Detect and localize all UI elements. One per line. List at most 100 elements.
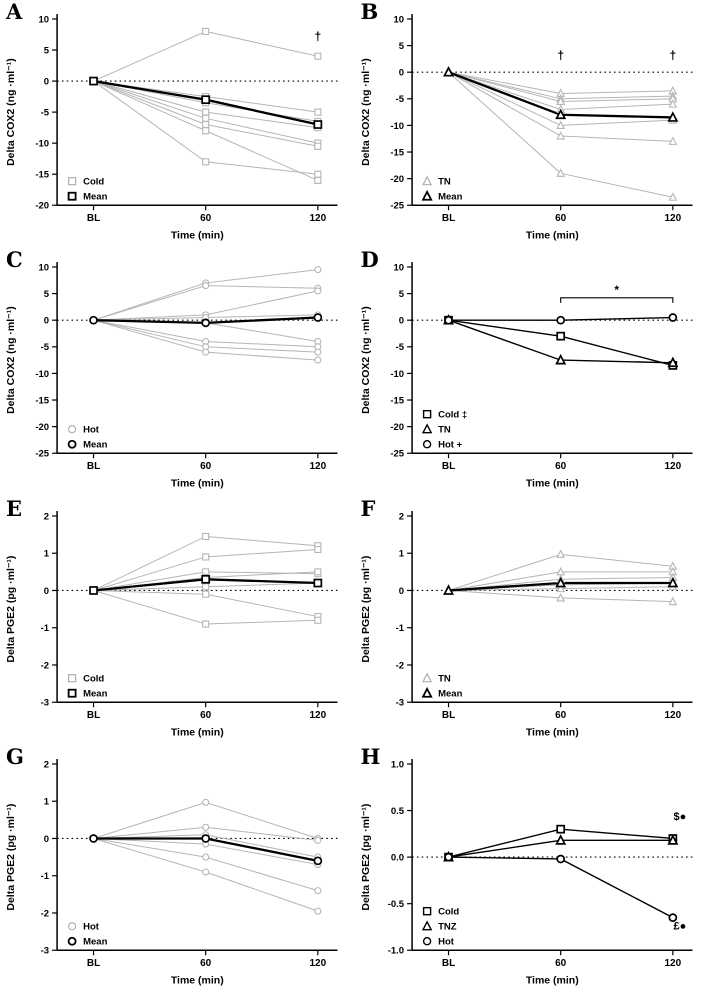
svg-text:0: 0 [398, 68, 403, 79]
svg-text:0: 0 [398, 585, 403, 596]
svg-text:-20: -20 [35, 201, 49, 212]
svg-text:120: 120 [310, 213, 327, 224]
svg-text:-10: -10 [35, 139, 49, 150]
svg-text:Mean: Mean [438, 688, 462, 699]
svg-text:60: 60 [200, 213, 212, 224]
svg-text:†: † [669, 48, 676, 62]
svg-text:60: 60 [555, 710, 567, 721]
svg-text:1: 1 [44, 796, 50, 807]
svg-text:Cold: Cold [83, 673, 104, 684]
svg-text:Cold ‡: Cold ‡ [438, 410, 467, 421]
svg-text:120: 120 [664, 710, 681, 721]
svg-text:Hot: Hot [438, 936, 455, 947]
svg-text:5: 5 [44, 45, 50, 56]
svg-text:TN: TN [438, 673, 451, 684]
svg-text:-20: -20 [390, 422, 404, 433]
svg-text:-10: -10 [390, 121, 404, 132]
svg-text:-2: -2 [41, 660, 49, 671]
svg-text:-2: -2 [41, 908, 49, 919]
svg-text:1: 1 [398, 548, 404, 559]
svg-text:Mean: Mean [83, 440, 107, 451]
panel-letter-g: G [6, 743, 24, 769]
svg-text:-2: -2 [395, 660, 403, 671]
svg-text:120: 120 [664, 462, 681, 473]
chart-delta-pge2-means: 1.0 0.5 0.0 -0.5 -1.0 BL 60 120 Time (min) Delta … [360, 758, 692, 986]
svg-text:0.0: 0.0 [390, 852, 403, 863]
svg-text:1: 1 [44, 548, 50, 559]
svg-text:10: 10 [393, 263, 404, 274]
svg-text:10: 10 [393, 14, 404, 25]
svg-text:2: 2 [44, 759, 49, 770]
svg-text:-5: -5 [41, 108, 50, 119]
svg-text:0: 0 [398, 316, 403, 327]
chart-delta-cox2-hot: 10 5 0 -5 -10 -15 -20 -25 BL 60 120 Time (min) Delta… [5, 262, 338, 490]
chart-delta-cox2-cold: 10 5 0 -5 -10 -15 -20 BL 60 120 Time (min) Delta CO… [5, 13, 338, 241]
panel-g: G 2 1 0 -1 -2 -3 BL 60 120 Time (min) Delta PGE2 (… [0, 745, 355, 993]
panel-a: A 10 5 0 -5 -10 -15 -20 BL 60 120 Time (min) Delta … [0, 0, 355, 248]
svg-text:Delta COX2 (ng ·ml⁻¹): Delta COX2 (ng ·ml⁻¹) [5, 307, 17, 415]
svg-text:£●: £● [673, 920, 686, 932]
svg-text:Mean: Mean [83, 688, 107, 699]
svg-text:0: 0 [44, 585, 49, 596]
svg-text:0: 0 [44, 834, 49, 845]
svg-text:-5: -5 [395, 94, 404, 105]
panel-letter-e: E [6, 495, 23, 521]
svg-text:†: † [315, 30, 322, 44]
svg-text:Time (min): Time (min) [171, 478, 224, 490]
panel-letter-a: A [6, 0, 23, 24]
svg-text:Time (min): Time (min) [525, 726, 578, 738]
svg-text:Delta COX2 (ng ·ml⁻¹): Delta COX2 (ng ·ml⁻¹) [5, 58, 17, 166]
svg-text:1.0: 1.0 [390, 759, 403, 770]
svg-text:Delta PGE2 (pg ·ml⁻¹): Delta PGE2 (pg ·ml⁻¹) [5, 803, 17, 910]
svg-text:Mean: Mean [83, 192, 107, 203]
svg-text:TNZ: TNZ [438, 921, 457, 932]
svg-text:120: 120 [310, 958, 327, 969]
svg-text:BL: BL [87, 462, 100, 473]
svg-text:-3: -3 [41, 697, 49, 708]
svg-text:10: 10 [38, 14, 49, 25]
svg-text:BL: BL [441, 462, 454, 473]
svg-text:60: 60 [555, 213, 567, 224]
svg-text:Delta PGE2 (pg ·ml⁻¹): Delta PGE2 (pg ·ml⁻¹) [360, 803, 372, 910]
panel-letter-d: D [360, 247, 379, 273]
svg-text:2: 2 [398, 511, 403, 522]
svg-text:2: 2 [44, 511, 49, 522]
svg-text:-1: -1 [41, 623, 50, 634]
svg-text:120: 120 [664, 213, 681, 224]
svg-text:BL: BL [87, 710, 100, 721]
svg-text:120: 120 [310, 462, 327, 473]
chart-delta-cox2-tn: 10 5 0 -5 -10 -15 -20 -25 BL 60 120 Time (min) Delta… [360, 13, 692, 241]
svg-text:Time (min): Time (min) [171, 726, 224, 738]
svg-text:-3: -3 [395, 697, 403, 708]
svg-text:5: 5 [398, 41, 404, 52]
chart-delta-pge2-cold: 2 1 0 -1 -2 -3 BL 60 120 Time (min) Delta PGE2 (pg… [5, 510, 338, 738]
svg-text:5: 5 [44, 289, 50, 300]
svg-text:-15: -15 [390, 147, 404, 158]
svg-text:-25: -25 [390, 201, 404, 212]
panel-b: B 10 5 0 -5 -10 -15 -20 -25 BL 60 120 Time (min) Del… [355, 0, 709, 248]
svg-text:0: 0 [44, 76, 49, 87]
svg-text:-15: -15 [390, 396, 404, 407]
chart-delta-pge2-tn: 2 1 0 -1 -2 -3 BL 60 120 Time (min) Delta PGE2 (pg… [360, 510, 692, 738]
panel-c: C 10 5 0 -5 -10 -15 -20 -25 BL 60 120 Time (min) Del… [0, 248, 355, 496]
panel-e: E 2 1 0 -1 -2 -3 BL 60 120 Time (min) Delta PGE2 (… [0, 497, 355, 745]
panel-h: H 1.0 0.5 0.0 -0.5 -1.0 BL 60 120 Time (min) Delt… [355, 745, 709, 993]
svg-text:60: 60 [200, 462, 212, 473]
svg-text:120: 120 [664, 958, 681, 969]
svg-text:Cold: Cold [438, 906, 459, 917]
svg-text:-1: -1 [41, 871, 50, 882]
svg-text:BL: BL [441, 958, 454, 969]
panel-letter-f: F [360, 495, 376, 521]
svg-text:-25: -25 [390, 449, 404, 460]
svg-text:-3: -3 [41, 945, 49, 956]
svg-text:Mean: Mean [438, 192, 462, 203]
svg-text:Hot +: Hot + [438, 440, 462, 451]
svg-text:-20: -20 [390, 174, 404, 185]
svg-text:Time (min): Time (min) [525, 974, 578, 986]
chart-delta-pge2-hot: 2 1 0 -1 -2 -3 BL 60 120 Time (min) Delta PGE2 (pg… [5, 758, 338, 986]
svg-text:BL: BL [441, 710, 454, 721]
svg-text:Time (min): Time (min) [171, 229, 224, 241]
svg-text:*: * [614, 283, 619, 297]
svg-text:-15: -15 [35, 170, 49, 181]
